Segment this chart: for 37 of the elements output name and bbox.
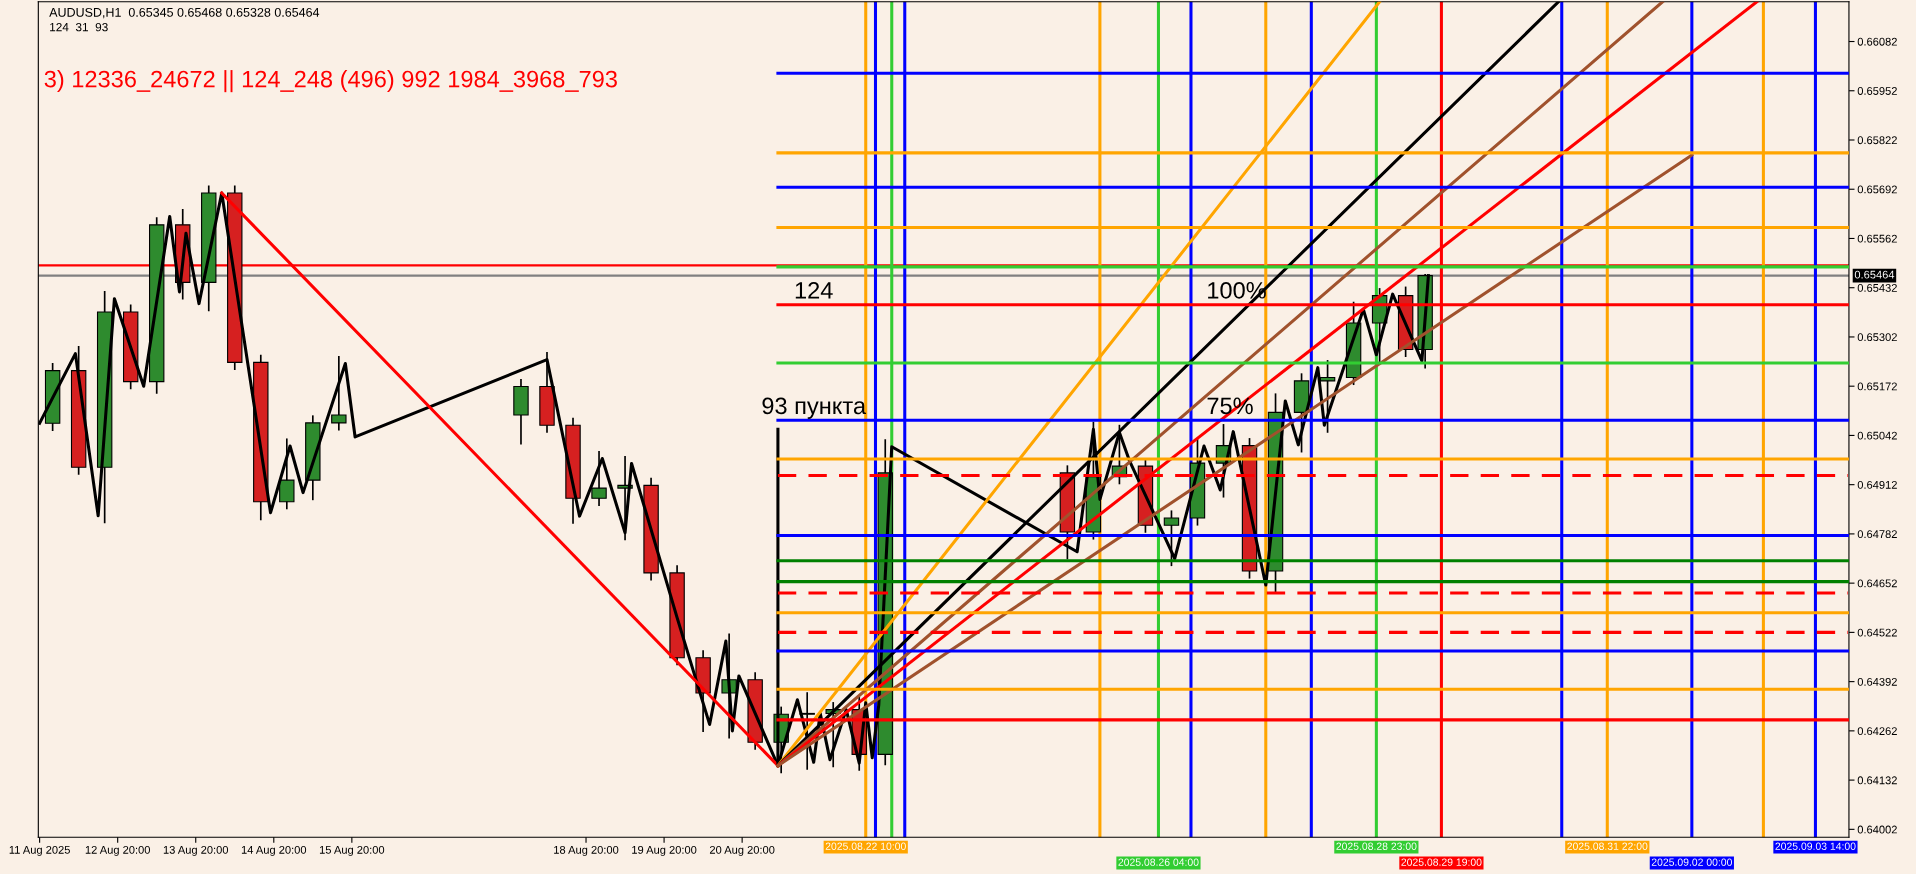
ref-line-label: 2025.08.22 10:00: [825, 842, 906, 850]
x-tick-label: 18 Aug 20:00: [554, 845, 619, 856]
ref-line-label: 2025.08.31 22:00: [1567, 842, 1648, 850]
annotation: 3) 12336_24672 || 124_248 (496) 992 1984_3968_793: [44, 70, 617, 93]
y-tick-label: 0.65692: [1857, 185, 1897, 194]
ref-line-label: 2025.08.28 23:00: [1336, 842, 1417, 850]
ref-line-label: 2025.09.03 14:00: [1775, 842, 1856, 850]
y-tick-label: 0.65302: [1857, 333, 1897, 342]
x-tick-label: 15 Aug 20:00: [319, 845, 385, 856]
y-tick-label: 0.64262: [1857, 727, 1897, 735]
y-tick-label: 0.64912: [1857, 480, 1897, 489]
x-tick-label: 20 Aug 20:00: [709, 845, 775, 856]
y-tick-label: 0.64132: [1857, 776, 1897, 785]
x-tick-label: 12 Aug 20:00: [85, 845, 150, 856]
x-tick-label: 13 Aug 20:00: [163, 845, 229, 856]
y-tick-label: 0.65562: [1857, 234, 1897, 243]
x-tick-label: 19 Aug 20:00: [632, 845, 697, 856]
y-tick-label: 0.65172: [1857, 382, 1897, 391]
ref-line-label: 2025.08.29 19:00: [1401, 858, 1482, 866]
y-tick-label: 0.65952: [1857, 87, 1897, 95]
y-tick-label: 0.65822: [1857, 136, 1897, 145]
y-tick-label: 0.64522: [1857, 628, 1897, 637]
text: 124 31 93: [50, 22, 108, 32]
x-tick-label: 14 Aug 20:00: [241, 845, 307, 856]
y-tick-label: 0.64392: [1857, 677, 1897, 686]
chart-title: AUDUSD,H1 0.65345 0.65468 0.65328 0.65464: [49, 7, 320, 19]
annotation: 124: [795, 281, 833, 299]
y-tick-label: 0.64652: [1857, 579, 1897, 588]
y-tick-label: 0.65432: [1857, 283, 1897, 292]
y-tick-label: 0.64002: [1857, 825, 1897, 834]
y-tick-label: 0.66082: [1857, 37, 1897, 46]
y-tick-label: 0.65042: [1857, 431, 1897, 440]
ref-line-label: 2025.09.02 00:00: [1651, 858, 1732, 866]
x-tick-label: 11 Aug 2025: [9, 845, 70, 856]
ref-line-label: 2025.08.26 04:00: [1118, 858, 1199, 866]
ref-line-label: 0.65464: [1854, 270, 1895, 279]
y-tick-label: 0.64782: [1857, 530, 1897, 539]
